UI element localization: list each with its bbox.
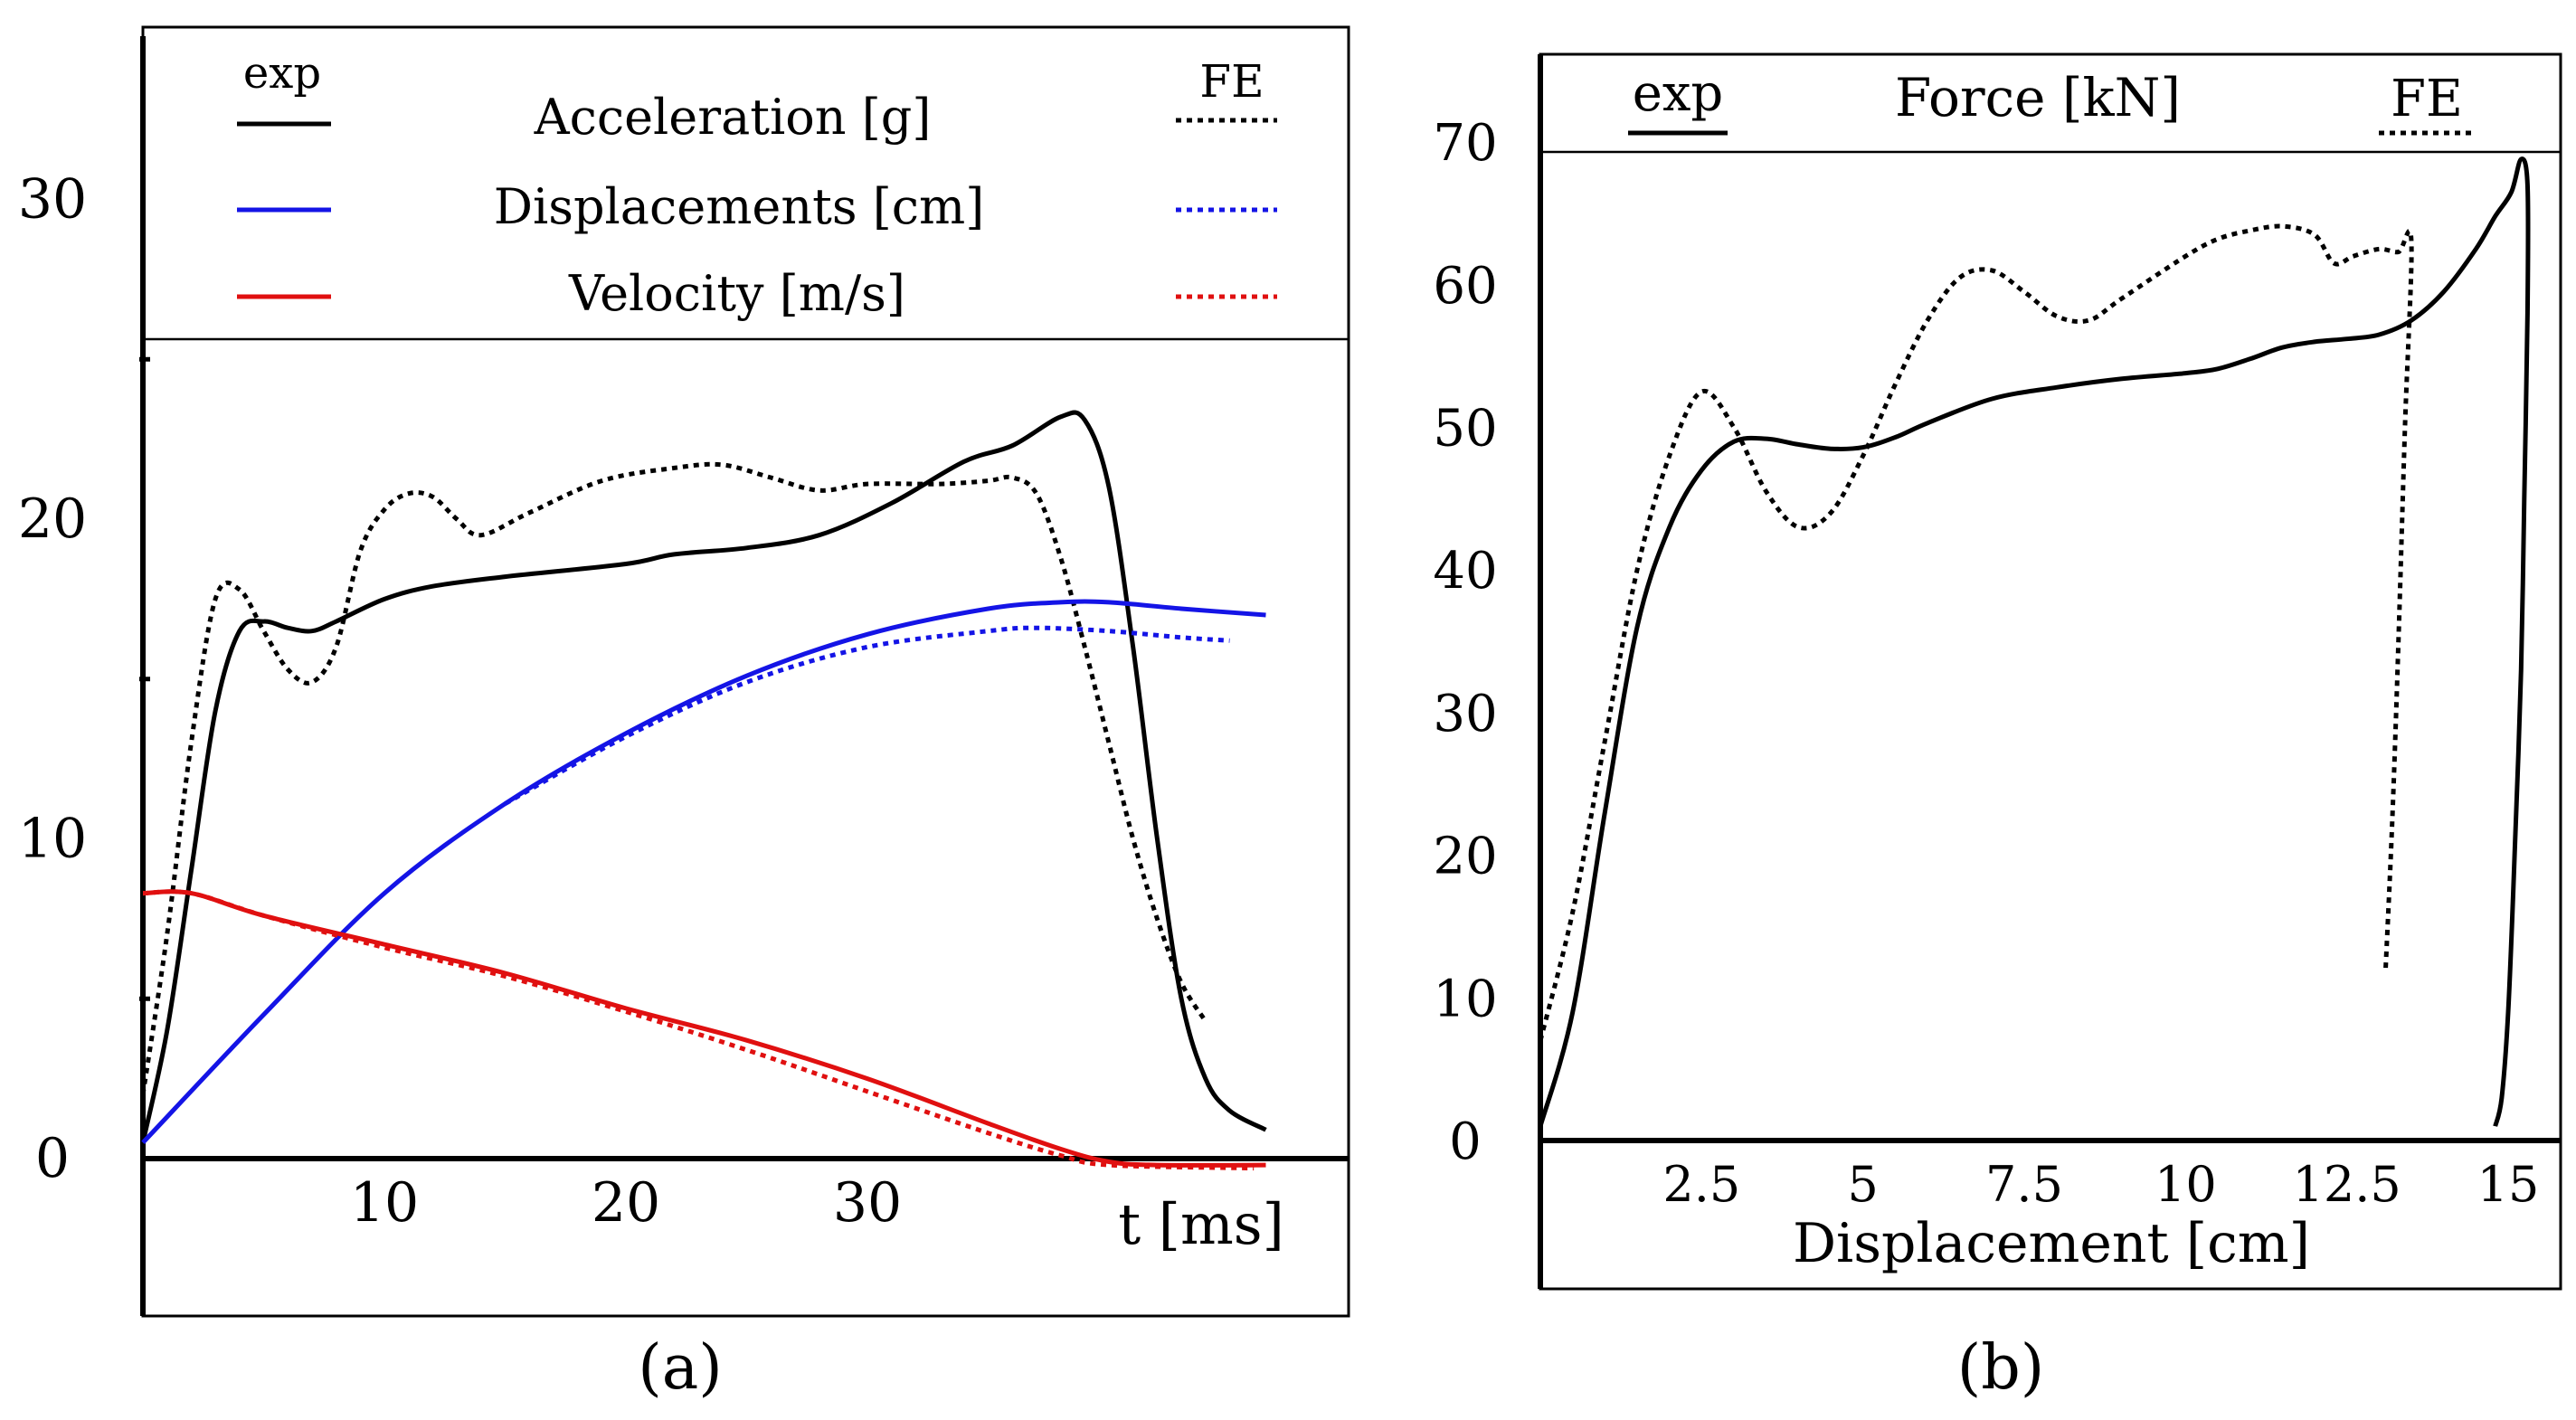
panel-a-series-line-2 xyxy=(141,599,1266,1145)
panel-a-label: (a) xyxy=(638,1332,723,1404)
panel-b-frame xyxy=(1539,52,2562,1291)
panel-a-series-line-4 xyxy=(142,889,1266,1168)
legend-velocity-label: Velocity [m/s] xyxy=(568,265,905,322)
panel-b-y-tick-label: 40 xyxy=(1433,542,1497,601)
panel-b-y-tick-label: 50 xyxy=(1433,400,1497,459)
panel-b-x-tick-label: 10 xyxy=(2155,1156,2217,1213)
panel-b-title: Force [kN] xyxy=(1895,67,2181,128)
panel-b-y-tick-label: 30 xyxy=(1433,685,1497,743)
panel-b-x-tick-label: 5 xyxy=(1847,1156,1878,1213)
panel-b-legend-fe-header: FE xyxy=(2391,70,2463,128)
panel-b-series-line-1 xyxy=(1538,223,2414,1042)
legend-displacements-label: Displacements [cm] xyxy=(494,178,985,235)
panel-a-x-tick-label: 10 xyxy=(350,1171,419,1235)
panel-a-x-tick-label: 30 xyxy=(833,1171,902,1235)
panel-b-chart: 0 10 20 30 40 50 60 70 2.5 5 7.5 10 12.5 15 exp Force… xyxy=(1433,52,2562,1404)
panel-b-series-line-0 xyxy=(1538,156,2531,1127)
panel-a-y-tick-label: 30 xyxy=(18,168,87,232)
panel-b-x-axis-label: Displacement [cm] xyxy=(1793,1212,2310,1275)
panel-b-x-tick-label: 2.5 xyxy=(1662,1156,1740,1213)
panel-b-y-tick-label: 60 xyxy=(1433,257,1497,316)
panel-a-x-axis-label: t [ms] xyxy=(1118,1191,1284,1257)
panel-a-legend-exp-header: exp xyxy=(243,48,321,99)
panel-a-legend-fe-header: FE xyxy=(1199,55,1264,108)
panel-b-x-tick-label: 7.5 xyxy=(1985,1156,2063,1213)
panel-a-series-line-3 xyxy=(504,625,1230,806)
panel-a-x-tick-label: 20 xyxy=(592,1171,660,1235)
panel-b-x-tick-label: 15 xyxy=(2477,1156,2540,1213)
panel-b-y-tick-label: 10 xyxy=(1433,970,1497,1028)
panel-b-y-tick-label: 0 xyxy=(1449,1112,1482,1171)
panel-a-y-tick-label: 0 xyxy=(35,1127,70,1190)
panel-b-y-tick-label: 70 xyxy=(1433,114,1497,173)
panel-a-series-line-1 xyxy=(140,461,1208,1095)
legend-acceleration-label: Acceleration [g] xyxy=(534,89,932,146)
panel-a-y-tick-label: 20 xyxy=(18,488,87,551)
panel-a-y-tick-label: 10 xyxy=(18,808,87,871)
panel-b-label: (b) xyxy=(1957,1332,2045,1404)
panel-b-y-tick-label: 20 xyxy=(1433,828,1497,886)
panel-a-chart: 0 10 20 30 10 20 30 exp FE Acceleration [g] Di… xyxy=(18,25,1350,1404)
panel-b-x-tick-label: 12.5 xyxy=(2293,1156,2401,1213)
panel-a-series-line-5 xyxy=(142,889,1255,1171)
panel-a-series-line-0 xyxy=(140,410,1267,1143)
panel-b-legend-exp-header: exp xyxy=(1633,64,1724,123)
